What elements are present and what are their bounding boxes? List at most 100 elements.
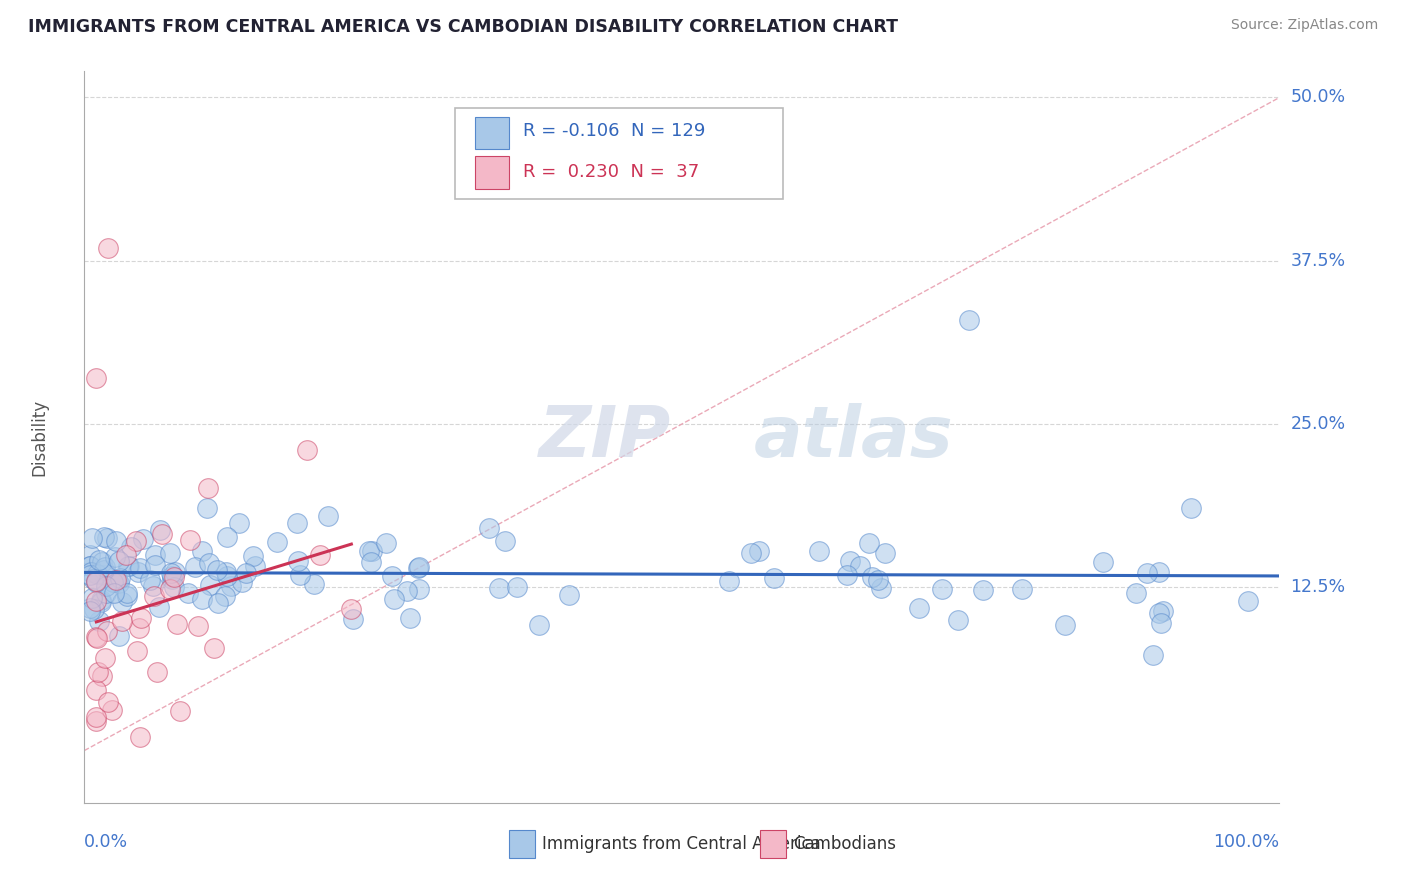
Point bbox=[183, 560, 205, 574]
Point bbox=[740, 546, 762, 560]
Point bbox=[86, 594, 108, 608]
Point bbox=[108, 571, 131, 585]
Point bbox=[169, 704, 191, 718]
Point bbox=[302, 577, 325, 591]
Point bbox=[105, 573, 128, 587]
Point bbox=[342, 612, 364, 626]
Point bbox=[231, 574, 253, 589]
Point bbox=[190, 592, 212, 607]
Text: 100.0%: 100.0% bbox=[1213, 833, 1279, 851]
Point bbox=[160, 572, 183, 586]
Point bbox=[494, 533, 516, 548]
Point bbox=[79, 548, 101, 562]
Point bbox=[197, 481, 219, 495]
Point bbox=[94, 651, 117, 665]
Point bbox=[131, 611, 153, 625]
Point bbox=[82, 572, 104, 586]
Point bbox=[1011, 582, 1033, 596]
Point bbox=[86, 574, 108, 588]
Point bbox=[200, 578, 222, 592]
Point bbox=[80, 531, 103, 545]
Point bbox=[243, 558, 266, 573]
Text: 37.5%: 37.5% bbox=[1291, 252, 1346, 269]
Point bbox=[79, 568, 101, 582]
Point bbox=[111, 614, 134, 628]
Point bbox=[488, 581, 510, 595]
Point bbox=[83, 601, 105, 615]
Point bbox=[86, 631, 108, 645]
Point bbox=[93, 531, 115, 545]
Point bbox=[148, 600, 170, 615]
Point bbox=[146, 665, 169, 679]
Point bbox=[149, 523, 172, 537]
Point bbox=[86, 714, 108, 728]
Point bbox=[120, 541, 142, 555]
Point bbox=[1152, 604, 1174, 618]
Point bbox=[94, 586, 117, 600]
Point bbox=[101, 575, 124, 590]
Point bbox=[91, 555, 114, 569]
Point bbox=[97, 241, 120, 255]
Point bbox=[357, 544, 380, 558]
Point bbox=[360, 555, 382, 569]
Point bbox=[128, 561, 150, 575]
Point bbox=[288, 567, 311, 582]
Point bbox=[166, 616, 188, 631]
Point bbox=[97, 695, 120, 709]
Point bbox=[309, 549, 332, 563]
Point bbox=[191, 543, 214, 558]
Point bbox=[125, 533, 148, 548]
Point bbox=[104, 534, 127, 549]
Point bbox=[187, 618, 209, 632]
Point bbox=[143, 589, 166, 603]
Text: ZIP: ZIP bbox=[538, 402, 671, 472]
Point bbox=[79, 559, 101, 574]
Point bbox=[478, 520, 501, 534]
Point bbox=[159, 582, 181, 597]
Point bbox=[94, 560, 117, 574]
Point bbox=[931, 582, 953, 596]
Point bbox=[80, 591, 103, 605]
Point bbox=[408, 561, 430, 575]
Point bbox=[207, 563, 229, 577]
Point bbox=[527, 618, 550, 632]
Point bbox=[80, 565, 103, 579]
Point bbox=[1091, 555, 1114, 569]
Point bbox=[150, 526, 173, 541]
Point bbox=[1142, 648, 1164, 662]
Point bbox=[87, 614, 110, 628]
Point bbox=[214, 589, 236, 603]
Point bbox=[105, 573, 128, 587]
Point bbox=[1237, 593, 1260, 607]
Point bbox=[1180, 501, 1202, 516]
Point bbox=[285, 516, 308, 530]
Point bbox=[163, 565, 186, 579]
Point bbox=[506, 580, 529, 594]
Point bbox=[128, 621, 150, 635]
Text: 50.0%: 50.0% bbox=[1291, 88, 1346, 106]
Point bbox=[408, 559, 430, 574]
Point bbox=[90, 669, 112, 683]
Point bbox=[202, 640, 225, 655]
Point bbox=[117, 558, 139, 573]
Point bbox=[215, 569, 238, 583]
Point bbox=[87, 553, 110, 567]
Point bbox=[399, 611, 422, 625]
Point bbox=[84, 574, 107, 589]
Point bbox=[870, 582, 893, 596]
Point bbox=[79, 604, 101, 618]
Point bbox=[380, 568, 402, 582]
Point bbox=[94, 579, 117, 593]
Point bbox=[138, 573, 160, 587]
Point bbox=[160, 569, 183, 583]
Text: Source: ZipAtlas.com: Source: ZipAtlas.com bbox=[1230, 18, 1378, 32]
Point bbox=[395, 583, 418, 598]
Bar bbox=[475, 117, 509, 150]
Point bbox=[375, 535, 398, 549]
Point bbox=[96, 531, 118, 545]
Text: atlas: atlas bbox=[754, 402, 953, 472]
Point bbox=[382, 592, 405, 607]
Bar bbox=[509, 830, 534, 858]
Point bbox=[221, 579, 243, 593]
Point bbox=[86, 371, 108, 385]
